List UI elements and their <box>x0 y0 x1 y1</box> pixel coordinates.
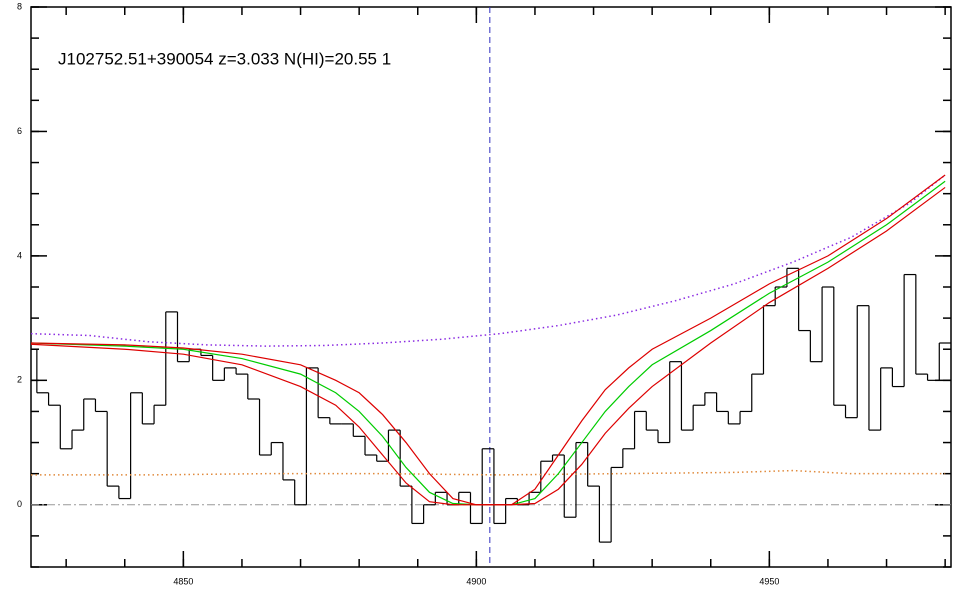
series-line <box>31 180 946 506</box>
plot-frame <box>30 6 952 568</box>
chart-title: J102752.51+390054 z=3.033 N(HI)=20.55 1 <box>58 49 391 68</box>
x-tick-label: 4850 <box>173 576 193 586</box>
series-line <box>31 174 946 506</box>
y-tick-label: 0 <box>17 499 22 509</box>
x-tick-label: 4900 <box>466 576 486 586</box>
y-tick-label: 4 <box>17 250 22 260</box>
series-line <box>31 469 946 476</box>
y-tick-label: 8 <box>17 1 22 11</box>
y-tick-label: 6 <box>17 126 22 136</box>
x-tick-label: 4950 <box>759 576 779 586</box>
series-line <box>31 174 946 347</box>
y-tick-label: 2 <box>17 375 22 385</box>
flux-riser <box>36 268 940 543</box>
series-line <box>31 186 946 506</box>
